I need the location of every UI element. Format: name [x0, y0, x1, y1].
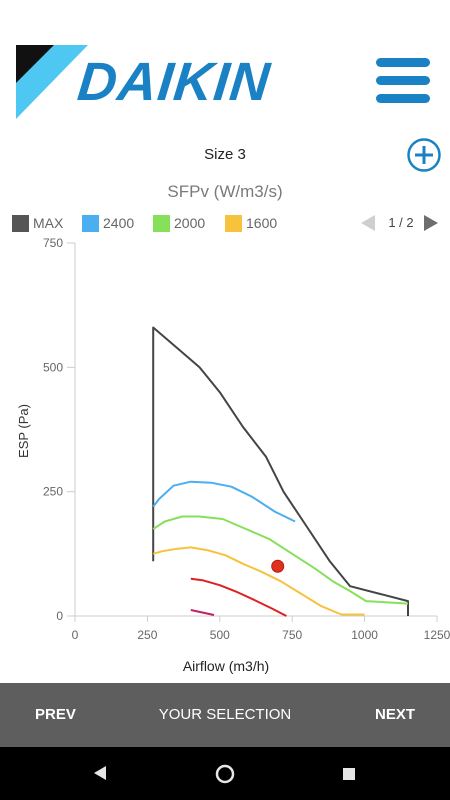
- recent-square-icon[interactable]: [342, 767, 356, 781]
- daikin-logo-text: DAIKIN: [74, 52, 274, 112]
- series-line-2400: [152, 480, 296, 523]
- hamburger-menu-icon[interactable]: [376, 58, 430, 104]
- legend-label: 1600: [246, 215, 278, 231]
- legend-label: 2400: [103, 215, 135, 231]
- back-triangle-icon[interactable]: [92, 765, 108, 781]
- prev-button[interactable]: PREV: [35, 706, 76, 723]
- y-axis-label: ESP (Pa): [16, 404, 31, 458]
- legend-swatch: [82, 215, 99, 232]
- app-header: DAIKIN: [0, 0, 450, 130]
- series-line-2000: [152, 515, 409, 605]
- series-line-extra-4: [190, 577, 287, 617]
- pager-label: 1 / 2: [388, 215, 414, 230]
- x-tick-label: 1000: [351, 628, 378, 642]
- x-tick-label: 750: [282, 628, 302, 642]
- bottom-action-bar: YOUR SELECTION PREV NEXT: [0, 683, 450, 747]
- chart-title: SFPv (W/m3/s): [167, 182, 283, 201]
- legend-swatch: [12, 215, 29, 232]
- series-line-extra-5: [190, 609, 215, 616]
- series-line-max: [152, 326, 409, 616]
- sfpv-line-chart: 0 250 500 750 1000 1250 0 250 500 750 ESP (Pa) Ai…: [16, 236, 450, 674]
- legend-swatch: [225, 215, 242, 232]
- android-navigation-bar: [0, 747, 450, 800]
- x-tick-label: 250: [137, 628, 157, 642]
- operating-point-marker[interactable]: [271, 559, 285, 573]
- y-tick-label: 250: [43, 485, 63, 499]
- x-tick-label: 500: [210, 628, 230, 642]
- x-axis-label: Airflow (m3/h): [183, 658, 269, 674]
- next-button[interactable]: NEXT: [374, 706, 415, 723]
- legend-label: MAX: [33, 215, 64, 231]
- y-tick-label: 500: [43, 360, 63, 374]
- daikin-logo-mark-icon: [16, 45, 88, 119]
- plus-circle-icon[interactable]: [406, 137, 442, 173]
- x-tick-label: 1250: [424, 628, 450, 642]
- y-tick-label: 750: [43, 236, 63, 250]
- legend-pager: 1 / 2: [360, 212, 442, 234]
- triangle-right-icon[interactable]: [423, 215, 439, 231]
- x-tick-label: 0: [72, 628, 79, 642]
- unit-size-title: Size 3: [204, 146, 246, 163]
- legend-swatch: [153, 215, 170, 232]
- series-line-1600: [152, 546, 365, 616]
- y-tick-label: 0: [56, 609, 63, 623]
- home-circle-icon[interactable]: [215, 764, 235, 784]
- legend-label: 2000: [174, 215, 206, 231]
- triangle-left-icon[interactable]: [360, 215, 376, 231]
